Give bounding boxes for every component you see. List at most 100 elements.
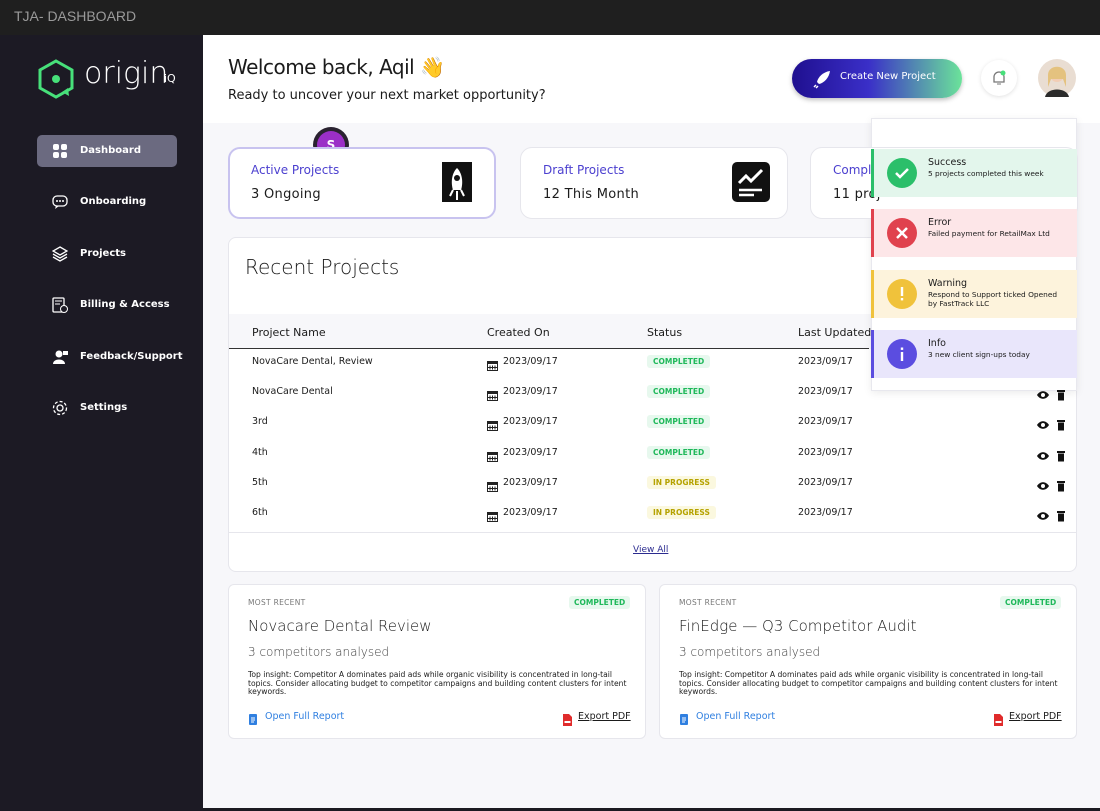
logo-icon [38, 59, 74, 99]
updated-date: 2023/09/17 [798, 416, 853, 428]
nav-icon [52, 143, 68, 159]
report-title: Novacare Dental Review [248, 617, 432, 635]
created-date: 2023/09/17 [503, 416, 558, 428]
status-badge: COMPLETED [647, 415, 711, 429]
eyebrow: MOST RECENT [248, 598, 306, 607]
notification-message: Respond to Support ticked Opened by Fast… [928, 290, 1058, 308]
view-icon[interactable] [1036, 477, 1050, 490]
open-report-link[interactable]: Open Full Report [265, 711, 345, 722]
stat-label: Draft Projects [543, 163, 625, 177]
nav-icon-svg [51, 246, 69, 262]
report-subtitle: 3 competitors analysed [679, 645, 821, 659]
nav-item[interactable]: Projects [80, 247, 127, 259]
nav-item[interactable]: Settings [80, 402, 128, 413]
project-name: NovaCare Dental, Review [252, 356, 373, 367]
delete-icon[interactable] [1056, 447, 1066, 462]
nav-icon [52, 194, 68, 210]
delete-icon-svg [1057, 450, 1065, 462]
notification-icon [887, 158, 917, 188]
view-icon[interactable] [1036, 386, 1050, 399]
view-icon[interactable] [1036, 447, 1050, 460]
nav-item[interactable]: Onboarding [80, 196, 147, 208]
nav-item[interactable]: Dashboard [37, 135, 177, 167]
view-icon-svg [1037, 451, 1049, 460]
delete-icon[interactable] [1056, 507, 1066, 522]
status-badge: COMPLETED [647, 385, 711, 399]
stat-icon-svg [732, 162, 770, 202]
greeting: Welcome back, Aqil 👋 [228, 55, 445, 79]
pdf-icon-svg [563, 714, 572, 726]
view-icon[interactable] [1036, 507, 1050, 520]
report-icon [679, 711, 689, 725]
view-icon[interactable] [1036, 416, 1050, 430]
delete-icon[interactable] [1056, 477, 1066, 492]
eyebrow: MOST RECENT [679, 598, 737, 607]
stat-label: Comple [833, 163, 879, 177]
project-name: NovaCare Dental [252, 386, 333, 398]
delete-icon[interactable] [1056, 386, 1066, 401]
rocket-icon [813, 71, 830, 89]
project-name: 6th [252, 507, 268, 518]
project-name: 4th [252, 446, 268, 458]
export-pdf-link[interactable]: Export PDF [578, 711, 631, 722]
calendar-icon-svg [487, 391, 498, 402]
avatar[interactable] [1038, 59, 1076, 97]
column-header: Created On [487, 326, 550, 339]
stat-label: Active Projects [251, 163, 340, 177]
status-badge: IN PROGRESS [647, 506, 716, 519]
stat-icon [730, 160, 772, 204]
notification-message: 3 new client sign-ups today [928, 350, 1030, 359]
delete-icon-svg [1057, 480, 1065, 492]
updated-date: 2023/09/17 [798, 507, 853, 518]
report-icon-svg [249, 714, 257, 725]
export-pdf-link[interactable]: Export PDF [1009, 711, 1062, 722]
insight: Top insight: Competitor A dominates paid… [679, 670, 1058, 697]
status-badge: IN PROGRESS [647, 475, 716, 489]
logo: origin [84, 56, 169, 91]
create-project-button[interactable]: Create New Project [792, 59, 962, 98]
notification-icon [887, 339, 917, 369]
status-badge: COMPLETED [1000, 596, 1062, 609]
report-icon [248, 711, 258, 725]
open-report-link[interactable]: Open Full Report [696, 711, 776, 722]
view-icon-svg [1037, 421, 1049, 430]
column-header: Status [647, 326, 683, 339]
calendar-icon-svg [487, 481, 498, 492]
notification-bell[interactable] [981, 60, 1017, 96]
pdf-icon [993, 711, 1003, 726]
report-card [659, 584, 1077, 739]
delete-icon[interactable] [1056, 416, 1066, 431]
nav-icon [52, 297, 68, 314]
logo-suffix: iQ [164, 72, 176, 85]
calendar-icon [487, 356, 498, 371]
updated-date: 2023/09/17 [798, 386, 853, 398]
column-header: Project Name [252, 326, 326, 339]
report-card [228, 584, 646, 739]
created-date: 2023/09/17 [503, 356, 558, 367]
stat-value: 11 proj [833, 187, 881, 202]
view-icon-svg [1037, 391, 1049, 399]
column-header: Last Updated [798, 326, 872, 339]
view-icon-svg [1037, 482, 1049, 490]
calendar-icon [487, 386, 498, 402]
report-icon-svg [680, 714, 688, 725]
nav-icon-svg [52, 400, 68, 416]
view-all-link[interactable]: View All [633, 545, 669, 555]
status-badge: COMPLETED [569, 596, 631, 609]
nav-icon-svg [52, 297, 68, 314]
delete-icon-svg [1057, 420, 1065, 431]
created-date: 2023/09/17 [503, 386, 558, 398]
delete-icon-svg [1057, 390, 1065, 401]
nav-icon [52, 349, 68, 365]
nav-item[interactable]: Billing & Access [80, 299, 170, 311]
insight: Top insight: Competitor A dominates paid… [248, 670, 627, 697]
notification-title: Warning [928, 278, 968, 289]
recent-title: Recent Projects [245, 255, 400, 279]
status-badge: COMPLETED [647, 445, 711, 459]
header [203, 35, 1100, 123]
status-badge: COMPLETED [647, 355, 711, 368]
stat-value: 12 This Month [543, 187, 640, 202]
nav-icon [52, 400, 68, 416]
notification-title: Success [928, 157, 967, 168]
nav-item[interactable]: Feedback/Support [80, 350, 183, 362]
